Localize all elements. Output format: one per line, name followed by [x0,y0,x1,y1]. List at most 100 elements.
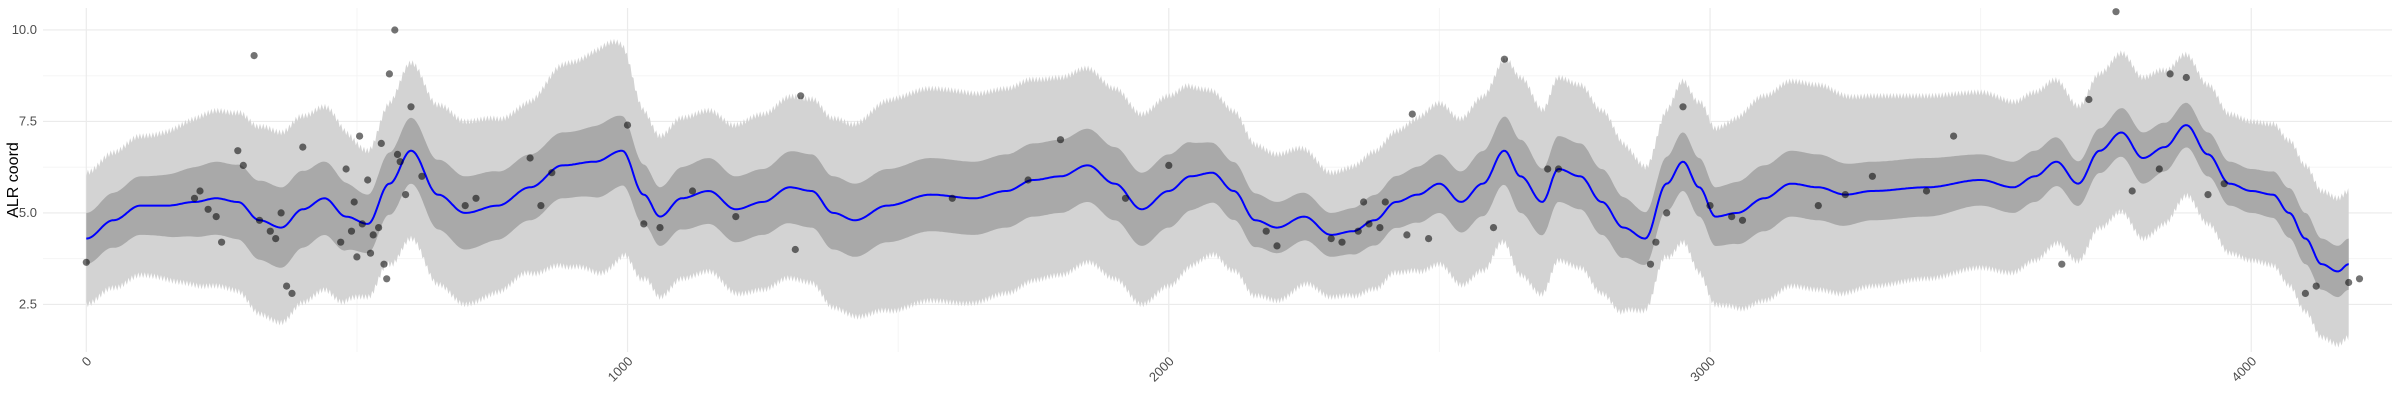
data-point [656,224,664,232]
data-point [82,258,90,266]
data-point [234,147,242,155]
data-point [353,253,361,261]
data-point [1544,165,1552,173]
data-point [1056,136,1065,144]
data-point [1354,227,1362,235]
data-point [2312,282,2320,290]
data-point [196,187,204,195]
data-point [2128,187,2136,195]
data-point [2301,289,2309,297]
inner-band [86,102,2349,298]
data-point [2085,95,2093,104]
y-axis-ticks: 2.5 5.0 7.5 10.0 [12,22,37,311]
data-point [1663,209,1671,217]
data-point [1327,235,1335,243]
y-tick-label: 5.0 [19,205,37,220]
data-point [2166,70,2174,78]
data-point [1950,132,1958,140]
data-point [396,158,404,166]
data-point [369,231,377,239]
data-point [266,227,274,235]
data-point [239,161,247,169]
y-tick-label: 2.5 [19,296,37,311]
mean-line [86,124,2349,273]
data-point [2112,8,2120,16]
data-point [2355,275,2364,283]
data-point [288,289,296,297]
data-point [1376,224,1384,232]
data-point [472,194,480,202]
data-point [1728,213,1736,221]
data-point [732,213,740,221]
data-point [1646,260,1655,268]
data-point [797,92,805,100]
data-point [1165,161,1173,169]
data-point [299,143,307,151]
data-point [640,220,648,228]
data-point [407,103,415,111]
data-point [277,209,285,217]
data-point [350,198,358,206]
y-tick-label: 7.5 [19,113,37,128]
data-point [2058,260,2066,268]
data-point [364,176,372,184]
data-point [218,238,226,246]
data-point [342,165,350,173]
data-point [1922,187,1931,195]
data-point [1365,220,1373,228]
data-point [1652,238,1660,246]
x-tick-label: 1000 [605,354,636,385]
data-point [1425,235,1433,243]
data-point [283,282,291,290]
data-point [418,172,426,180]
x-tick-label: 3000 [1687,354,1718,385]
data-point [1381,198,1389,206]
data-point [1408,110,1416,118]
data-point [1403,231,1411,239]
data-point [548,169,556,177]
data-point [948,194,956,202]
data-point [537,202,545,210]
data-point [688,187,697,195]
data-point [1489,224,1498,232]
data-point [2204,191,2212,199]
y-tick-label: 10.0 [12,22,37,37]
data-point [1679,103,1687,111]
data-point [366,249,375,257]
data-point [385,70,393,78]
data-point [1706,202,1714,210]
data-point [380,260,388,268]
data-point [212,213,220,221]
data-point [2220,180,2228,188]
data-point [1262,227,1270,235]
data-point [1273,242,1281,250]
data-point [526,154,534,162]
data-point [2345,278,2353,287]
data-point [393,150,402,158]
data-point [358,220,366,228]
data-point [391,26,399,34]
data-point [1360,198,1368,206]
data-point [375,224,383,232]
data-point [272,235,280,243]
data-point [377,139,385,147]
mean-line-layer [86,124,2349,273]
data-point [2182,73,2190,82]
data-point [1338,238,1346,246]
data-point [250,52,258,60]
data-point [1814,202,1822,210]
data-point [1500,55,1508,63]
data-point [1738,216,1747,224]
data-point [623,121,632,129]
x-tick-label: 2000 [1146,354,1177,385]
data-point [1554,165,1563,173]
data-point [255,216,264,224]
observed-points [82,8,2364,297]
data-point [1868,172,1876,180]
x-tick-label: 4000 [2228,354,2259,385]
data-point [356,132,364,140]
data-point [2155,165,2163,173]
y-axis-title: ALR coord [5,142,22,218]
data-point [337,238,345,246]
